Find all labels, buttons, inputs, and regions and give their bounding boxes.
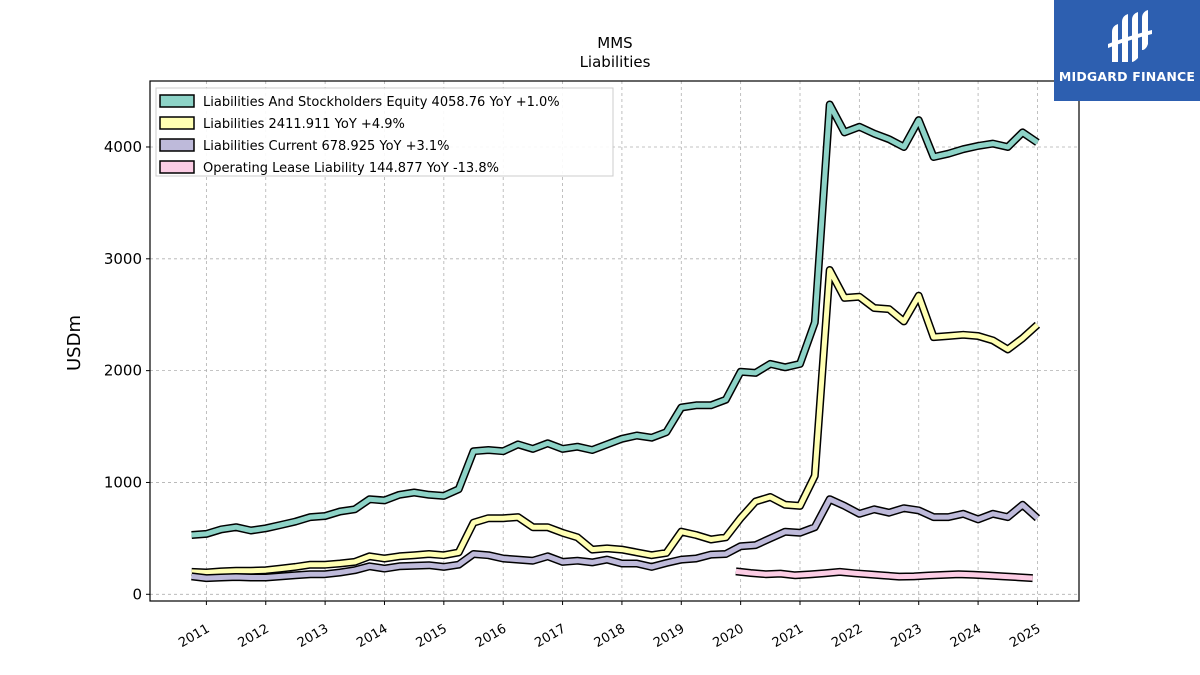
x-tick-label: 2018 [592,621,628,651]
series-1 [191,266,1041,577]
x-tick-label: 2019 [651,621,687,651]
y-tick-label: 4000 [104,138,142,156]
brand-logo: MIDGARD FINANCE [1054,0,1200,101]
series-2 [191,495,1041,583]
series-line [735,568,1033,581]
x-tick-label: 2012 [236,621,272,651]
series-line [191,496,1040,581]
legend-entry: Liabilities 2411.911 YoY +4.9% [203,117,405,132]
series-outline [191,266,1041,577]
x-tick-label: 2016 [473,621,509,651]
legend-swatch [159,160,195,174]
x-tick-label: 2017 [532,621,568,651]
y-tick-label: 1000 [104,473,142,491]
legend: Liabilities And Stockholders Equity 4058… [155,87,614,177]
series-line [191,102,1039,538]
x-tick-label: 2021 [770,621,806,651]
x-tick-label: 2020 [710,621,746,651]
legend-swatch [159,116,195,130]
y-axis-label: USDm [64,315,85,371]
series-0 [191,100,1040,539]
y-tick-label: 2000 [104,362,142,380]
chart-subtitle: Liabilities [580,53,651,71]
legend-swatch [159,138,195,152]
y-tick-label: 0 [132,585,142,603]
legend-swatch [159,94,195,108]
x-tick-label: 2011 [176,621,212,651]
x-tick-label: 2023 [889,621,925,651]
legend-entry: Liabilities Current 678.925 YoY +3.1% [203,139,450,154]
x-tick-label: 2024 [948,621,984,651]
x-tick-label: 2013 [295,621,331,651]
x-tick-label: 2022 [829,621,865,651]
series-3 [735,567,1033,583]
legend-entry: Liabilities And Stockholders Equity 4058… [203,95,560,110]
plot-area [191,100,1041,583]
x-tick-label: 2025 [1007,621,1043,651]
midgard-logo-icon [1108,10,1152,62]
x-tick-label: 2014 [354,621,390,651]
legend-entry: Operating Lease Liability 144.877 YoY -1… [203,161,499,176]
chart-title: MMS [597,34,632,52]
plot-frame [149,80,1080,602]
legend-box [155,87,614,177]
y-axis: 0 1000 2000 3000 4000 [104,138,150,603]
y-tick-label: 3000 [104,250,142,268]
series-line [191,267,1040,575]
x-tick-label: 2015 [414,621,450,651]
brand-name: MIDGARD FINANCE [1058,69,1196,84]
x-axis: 2011 2012 2013 2014 2015 2016 2017 2018 2019 2020… [176,601,1043,651]
